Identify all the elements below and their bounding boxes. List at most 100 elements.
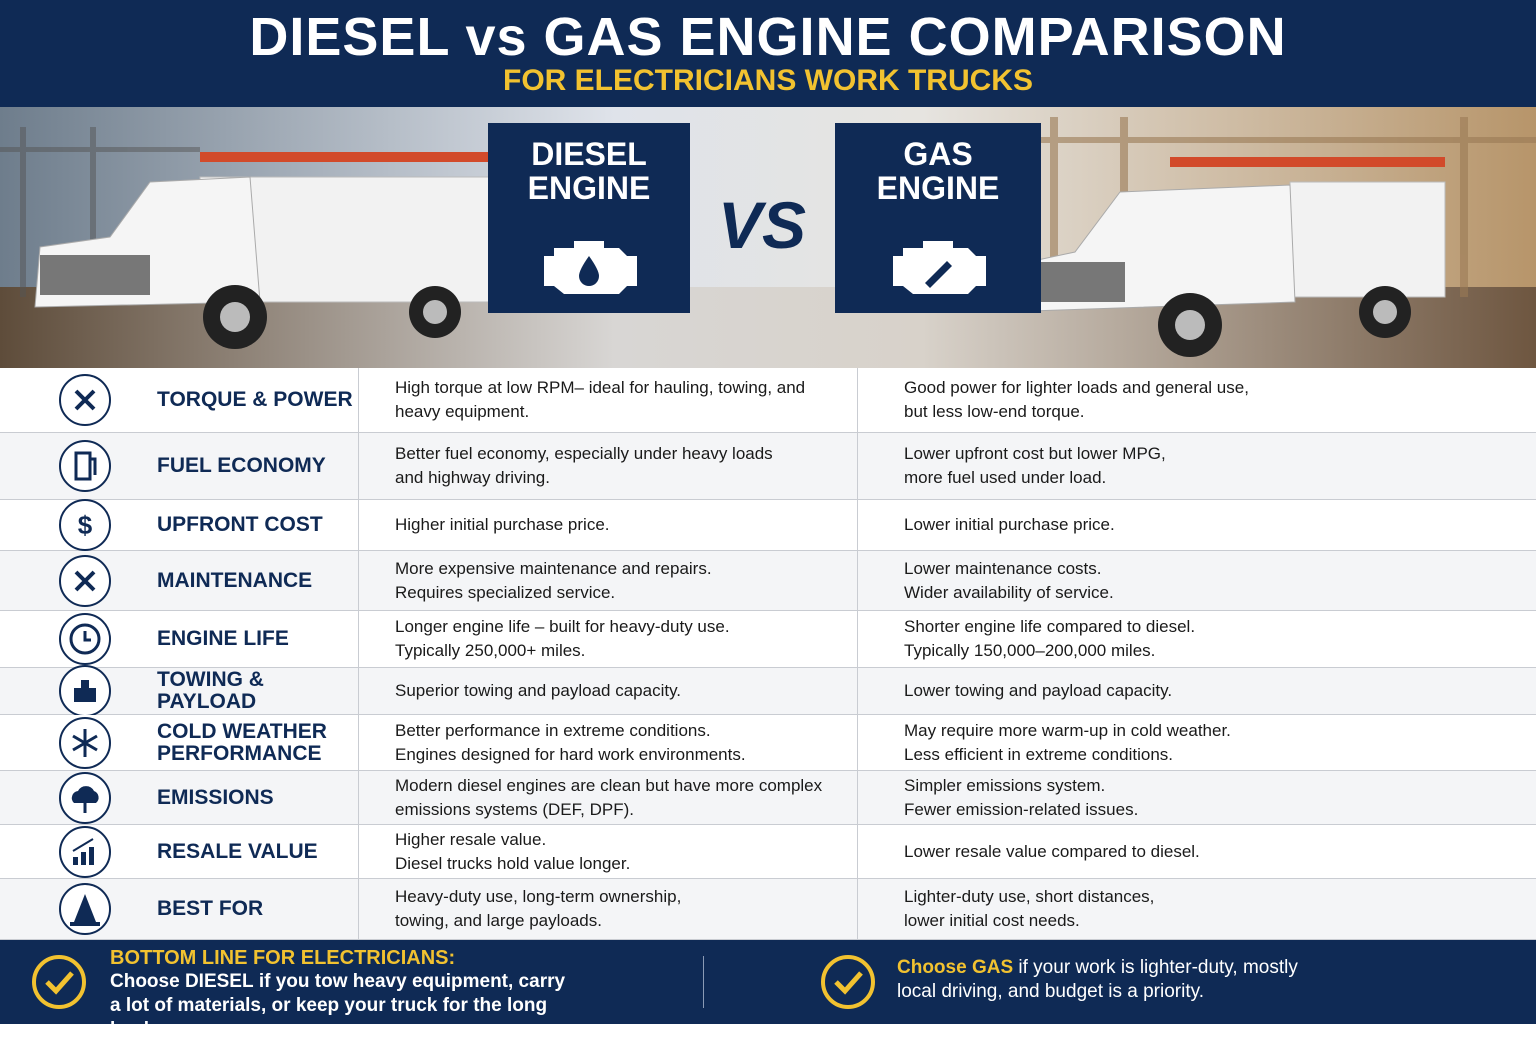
text-line: towing, and large payloads. xyxy=(395,911,602,930)
table-row: TORQUE & POWER High torque at low RPM– id… xyxy=(0,368,1536,433)
row-label: EMISSIONS xyxy=(157,771,357,824)
text-line: Better fuel economy, especially under he… xyxy=(395,444,773,463)
text-line: May require more warm-up in cold weather… xyxy=(904,720,1231,740)
gas-cell: Lower towing and payload capacity. xyxy=(857,668,1536,714)
label-line: MAINTENANCE xyxy=(157,568,313,592)
gas-cell: Shorter engine life compared to diesel. T… xyxy=(857,611,1536,667)
text-line: Superior towing and payload capacity. xyxy=(395,681,682,700)
text-line: Lower upfront cost but lower MPG, xyxy=(904,444,1166,463)
keyword: Choose GAS xyxy=(897,957,1014,978)
text-line: Modern diesel engines are clean but have… xyxy=(395,775,823,795)
engine-icon xyxy=(544,241,637,294)
divider xyxy=(703,956,704,1008)
vs: VS xyxy=(717,188,807,262)
hero-background xyxy=(0,107,1536,368)
box-label: ENGINE xyxy=(527,170,651,206)
row-label: MAINTENANCE xyxy=(157,551,357,610)
text-line: Heavy-duty use, long-term ownership, xyxy=(395,887,682,906)
table-row: FUEL ECONOMY Better fuel economy, especia… xyxy=(0,433,1536,500)
header: DIESEL vs GAS ENGINE COMPARISON FOR ELEC… xyxy=(0,0,1536,107)
text: Choose xyxy=(110,971,185,992)
gas-cell: Simpler emissions system. Fewer emission-… xyxy=(857,771,1536,824)
engine-icon xyxy=(893,241,986,294)
subtitle: FOR ELECTRICIANS WORK TRUCKS xyxy=(503,64,1033,97)
diesel-box: DIESEL ENGINE xyxy=(488,123,690,313)
text-line: and highway driving. xyxy=(395,468,550,487)
text-line: Typically 150,000–200,000 miles. xyxy=(904,641,1156,660)
table-row: TOWING & PAYLOAD Superior towing and payl… xyxy=(0,665,1536,717)
text-line: Better performance in extreme conditions… xyxy=(395,720,711,740)
row-icon: $ xyxy=(59,499,111,551)
box-label: ENGINE xyxy=(876,170,1000,206)
row-label: ENGINE LIFE xyxy=(157,611,357,667)
text-line: more fuel used under load. xyxy=(904,468,1107,487)
diesel-verdict: Choose DIESEL if you tow heavy equipment… xyxy=(110,970,580,1042)
footer-title: BOTTOM LINE FOR ELECTRICIANS: xyxy=(110,947,456,969)
text-line: Higher initial purchase price. xyxy=(395,515,610,534)
row-label: COLD WEATHER PERFORMANCE xyxy=(157,715,357,770)
row-icon xyxy=(59,440,111,492)
row-icon xyxy=(59,771,111,824)
label-line: EMISSIONS xyxy=(157,785,274,809)
row-label: RESALE VALUE xyxy=(157,825,357,878)
hero: DIESEL ENGINE GAS ENGINE VS xyxy=(0,107,1536,368)
table-row: $ UPFRONT COST Higher initial purchase pri… xyxy=(0,499,1536,551)
table-row: BEST FOR Heavy-duty use, long-term owners… xyxy=(0,879,1536,940)
footer: BOTTOM LINE FOR ELECTRICIANS: Choose DIE… xyxy=(0,940,1536,1040)
gas-cell: Lighter-duty use, short distances, lower … xyxy=(857,879,1536,939)
text-line: Lower initial purchase price. xyxy=(904,515,1115,534)
text-line: Less efficient in extreme conditions. xyxy=(904,744,1173,764)
gas-cell: Lower resale value compared to diesel. xyxy=(857,825,1536,878)
label-line: TORQUE & POWER xyxy=(157,388,353,411)
table-row: MAINTENANCE More expensive maintenance an… xyxy=(0,551,1536,611)
row-icon xyxy=(59,825,111,878)
label-line: RESALE VALUE xyxy=(157,839,318,863)
gas-cell: Lower initial purchase price. xyxy=(857,500,1536,550)
text-line: Simpler emissions system. xyxy=(904,775,1106,795)
check-icon xyxy=(821,955,875,1009)
check-icon xyxy=(32,955,86,1009)
label-line: FUEL ECONOMY xyxy=(157,454,326,477)
text-line: Requires specialized service. xyxy=(395,582,616,602)
table-row: COLD WEATHER PERFORMANCE Better performanc… xyxy=(0,715,1536,771)
label-line: COLD WEATHER xyxy=(157,719,327,743)
diesel-cell: Superior towing and payload capacity. xyxy=(358,668,857,714)
table-row: RESALE VALUE Higher resale value. Diesel t… xyxy=(0,825,1536,879)
diesel-cell: Longer engine life – built for heavy-dut… xyxy=(358,611,857,667)
diesel-cell: Modern diesel engines are clean but have… xyxy=(358,771,857,824)
gas-cell: May require more warm-up in cold weather… xyxy=(857,715,1536,770)
diesel-cell: Higher resale value. Diesel trucks hold v… xyxy=(358,825,857,878)
row-icon xyxy=(59,613,111,665)
label-line: ENGINE LIFE xyxy=(157,627,289,650)
label-line: BEST FOR xyxy=(157,897,264,920)
label-line: PERFORMANCE xyxy=(157,741,322,765)
text-line: Lower towing and payload capacity. xyxy=(904,681,1173,700)
gas-cell: Lower maintenance costs. Wider availabili… xyxy=(857,551,1536,610)
diesel-cell: Better fuel economy, especially under he… xyxy=(358,433,857,499)
row-icon xyxy=(59,665,111,717)
svg-text:$: $ xyxy=(78,510,93,540)
row-label: FUEL ECONOMY xyxy=(157,433,357,499)
diesel-cell: More expensive maintenance and repairs. R… xyxy=(358,551,857,610)
text-line: Good power for lighter loads and general… xyxy=(904,378,1249,397)
text-line: High torque at low RPM– ideal for haulin… xyxy=(395,378,806,397)
text-line: Typically 250,000+ miles. xyxy=(395,641,586,660)
box-label: GAS xyxy=(903,136,973,172)
text-line: Lower resale value compared to diesel. xyxy=(904,841,1200,861)
row-label: TORQUE & POWER xyxy=(157,368,357,432)
row-icon xyxy=(59,883,111,935)
text-line: Engines designed for hard work environme… xyxy=(395,744,746,764)
gas-cell: Good power for lighter loads and general… xyxy=(857,368,1536,432)
diesel-cell: High torque at low RPM– ideal for haulin… xyxy=(358,368,857,432)
label-line: TOWING & PAYLOAD xyxy=(157,668,264,713)
text: if you tow heavy equipment, carry a lot … xyxy=(110,971,566,1040)
text-line: Higher resale value. xyxy=(395,829,547,849)
row-label: BEST FOR xyxy=(157,879,357,939)
text-line: emissions systems (DEF, DPF). xyxy=(395,799,634,819)
truck-left xyxy=(34,152,496,349)
gas-cell: Lower upfront cost but lower MPG, more fu… xyxy=(857,433,1536,499)
diesel-cell: Better performance in extreme conditions… xyxy=(358,715,857,770)
diesel-cell: Higher initial purchase price. xyxy=(358,500,857,550)
text-line: Diesel trucks hold value longer. xyxy=(395,853,631,873)
